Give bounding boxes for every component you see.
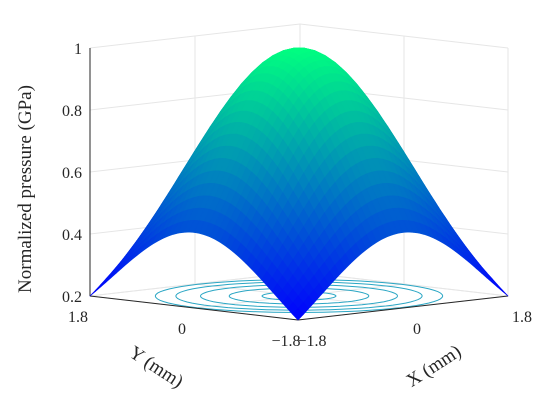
- y-gridline: [193, 36, 405, 309]
- tick-layer: 0.2 0.4 0.6 0.8 1 −1.8 0 1.8 −1.8 0 1.8: [62, 41, 532, 350]
- y-tick-label: −1.8: [271, 333, 300, 350]
- y-tick-label: 0: [178, 321, 186, 338]
- surface-patch: [292, 308, 304, 321]
- z-tick-label: 0.4: [62, 227, 82, 244]
- x-axis-line: [297, 295, 509, 321]
- z-tick-label: 0.6: [62, 165, 82, 182]
- z-tick-label: 1: [74, 41, 82, 58]
- x-axis-label: X (mm): [403, 341, 465, 392]
- y-axis-line: [89, 295, 299, 321]
- z-axis-label: Normalized pressure (GPa): [15, 85, 36, 293]
- y-tick-label: 1.8: [68, 309, 88, 326]
- z-tick-label: 0.2: [62, 289, 82, 306]
- y-axis-label: Y (mm): [125, 342, 187, 392]
- axis-layer: [89, 48, 509, 321]
- x-tick-label: −1.8: [297, 333, 326, 350]
- x-tick-label: 0: [413, 321, 421, 338]
- z-gridline: [89, 23, 509, 49]
- x-tick-label: 1.8: [512, 309, 532, 326]
- z-tick-label: 0.8: [62, 103, 82, 120]
- surface-layer: [89, 47, 509, 321]
